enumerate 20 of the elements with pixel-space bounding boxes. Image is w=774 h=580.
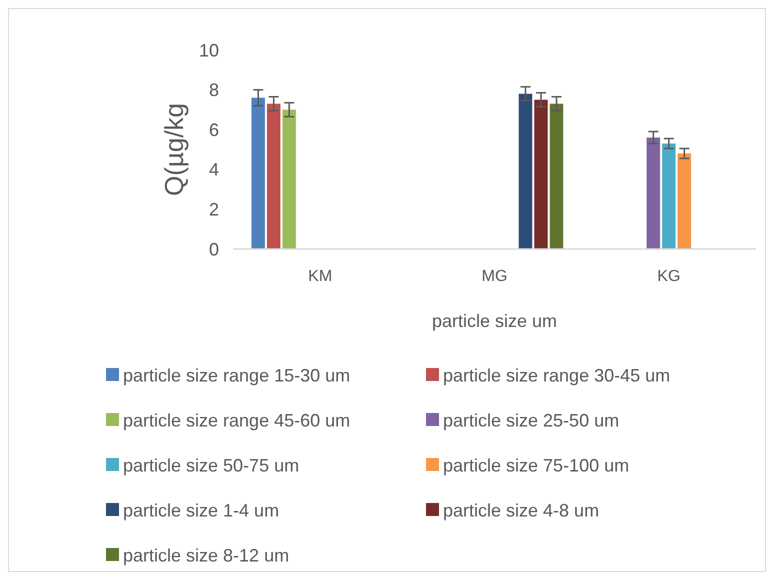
- x-tick-label: MG: [482, 268, 508, 285]
- y-tick-label: 10: [198, 40, 219, 60]
- legend-label: particle size 50-75 um: [123, 455, 300, 476]
- y-tick-label: 0: [208, 239, 219, 260]
- legend-label: particle size range 15-30 um: [123, 365, 350, 386]
- y-tick-label: 2: [208, 200, 219, 220]
- legend-label: particle size 8-12 um: [123, 545, 290, 566]
- x-tick-label: KM: [308, 268, 332, 285]
- y-tick-label: 4: [208, 160, 219, 180]
- y-tick-label: 8: [208, 80, 219, 100]
- legend-label: particle size range 30-45 um: [443, 365, 670, 386]
- legend-label: particle size 4-8 um: [443, 500, 600, 520]
- legend-label: particle size 75-100 um: [443, 455, 630, 476]
- x-tick-label: KG: [657, 268, 680, 285]
- y-axis-title: Q(µg/kg: [159, 102, 189, 196]
- x-axis-title: particle size um: [432, 311, 558, 331]
- legend-label: particle size 25-50 um: [443, 410, 620, 430]
- legend-label: particle size 1-4 um: [123, 500, 280, 520]
- legend-label: particle size range 45-60 um: [123, 410, 350, 430]
- y-tick-label: 6: [208, 120, 219, 140]
